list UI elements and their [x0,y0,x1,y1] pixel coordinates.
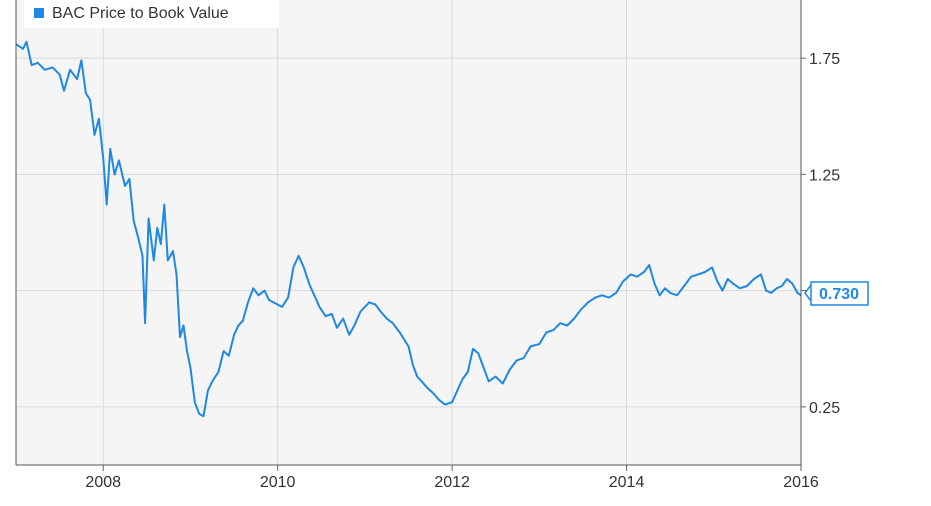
x-tick-label: 2010 [260,474,296,491]
legend-swatch [34,8,44,18]
series-layer [15,40,802,418]
x-tick-label: 2012 [434,474,470,491]
legend-label: BAC Price to Book Value [52,5,229,22]
y-tick-label: 1.75 [809,51,840,68]
x-axis-ticks: 2008 2010 2012 2014 2016 [85,465,819,491]
legend-box [24,0,279,28]
legend: BAC Price to Book Value [24,0,279,28]
axes [15,0,802,466]
y-tick-label: 1.25 [809,167,840,184]
series-line [15,40,802,418]
y-axis-ticks: 0.250.751.251.75 [801,51,840,417]
x-tick-label: 2016 [783,474,819,491]
callout-box [810,281,869,306]
last-value-callout: 0.730 [804,281,869,306]
x-tick-label: 2014 [609,474,645,491]
last-value-label: 0.730 [819,286,859,303]
x-tick-label: 2008 [85,474,121,491]
y-tick-label: 0.25 [809,400,840,417]
callout-pointer [804,284,812,302]
plot-area [16,0,801,465]
